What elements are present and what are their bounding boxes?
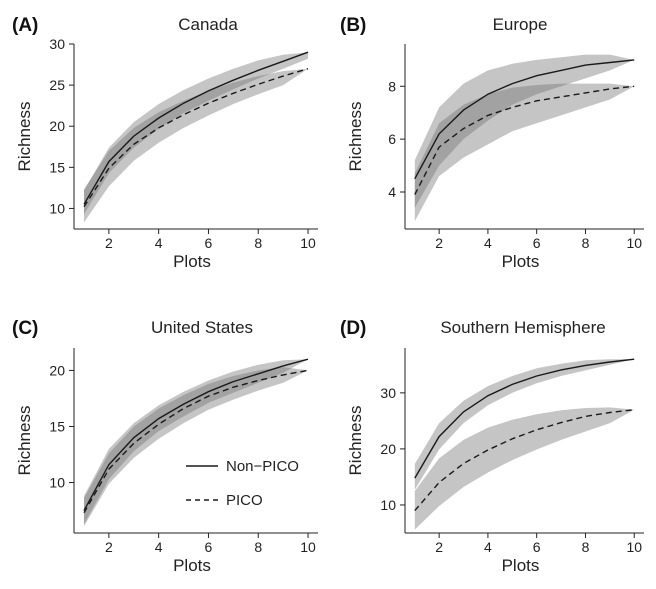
- confidence-band-pico: [84, 367, 308, 527]
- x-tick-label: 8: [582, 235, 590, 251]
- x-tick-label: 4: [484, 235, 492, 251]
- x-tick-label: 6: [205, 235, 213, 251]
- panel-title: Europe: [493, 15, 548, 34]
- panel-letter: (A): [12, 15, 38, 36]
- panel-1: 2 4 6 8 10 10 15 20 25 30 Plots Richness Canada (A): [12, 15, 318, 271]
- y-tick-label: 10: [49, 475, 65, 491]
- panel-title: Southern Hemisphere: [440, 318, 605, 337]
- y-axis-title: Richness: [15, 406, 34, 476]
- y-tick-label: 10: [49, 200, 65, 216]
- y-tick-label: 6: [388, 131, 396, 147]
- confidence-band-pico: [84, 68, 308, 223]
- panel-title: United States: [151, 318, 253, 337]
- y-axis-title: Richness: [346, 102, 365, 172]
- x-axis-title: Plots: [502, 252, 540, 271]
- x-tick-label: 10: [626, 539, 642, 555]
- series-line-pico: [83, 369, 309, 514]
- x-tick-label: 2: [105, 539, 113, 555]
- confidence-band-non-pico: [84, 52, 308, 215]
- legend: Non−PICO PICO: [186, 458, 299, 509]
- y-tick-label: 30: [49, 36, 65, 52]
- x-tick-label: 4: [155, 235, 163, 251]
- x-tick-label: 10: [626, 235, 642, 251]
- x-axis-title: Plots: [173, 252, 211, 271]
- x-tick-label: 2: [105, 235, 113, 251]
- x-tick-label: 8: [582, 539, 590, 555]
- confidence-band-pico: [414, 407, 635, 530]
- x-tick-label: 4: [484, 539, 492, 555]
- panel-4: 2 4 6 8 10 10 20 30 Plots Richness Southern Hemisp…: [340, 318, 644, 575]
- legend-label-pico: PICO: [226, 492, 263, 509]
- panel-3: 2 4 6 8 10 10 15 20 Plots Richness United States (C…: [12, 318, 318, 575]
- x-tick-label: 6: [205, 539, 213, 555]
- x-tick-label: 6: [533, 235, 541, 251]
- x-axis-title: Plots: [502, 556, 540, 575]
- panel-letter: (D): [340, 318, 366, 339]
- y-tick-label: 20: [380, 441, 396, 457]
- y-tick-label: 30: [380, 385, 396, 401]
- y-tick-label: 20: [49, 118, 65, 134]
- y-tick-label: 15: [49, 159, 65, 175]
- confidence-band-pico: [414, 83, 635, 222]
- series-line-pico: [414, 409, 635, 512]
- confidence-band-non-pico: [414, 359, 635, 490]
- series-line-non-pico: [83, 358, 309, 511]
- series-line-pico: [83, 68, 309, 208]
- series-line-pico: [414, 85, 635, 195]
- x-tick-label: 4: [155, 539, 163, 555]
- panel-letter: (B): [340, 15, 366, 36]
- panel-title: Canada: [178, 15, 238, 34]
- y-tick-label: 20: [49, 362, 65, 378]
- confidence-band-non-pico: [84, 359, 308, 524]
- y-tick-label: 15: [49, 418, 65, 434]
- legend-label-non-pico: Non−PICO: [226, 458, 299, 475]
- x-tick-label: 2: [435, 539, 443, 555]
- y-tick-label: 8: [388, 78, 396, 94]
- panel-letter: (C): [12, 318, 38, 339]
- y-tick-label: 25: [49, 77, 65, 93]
- x-tick-label: 2: [435, 235, 443, 251]
- x-tick-label: 6: [533, 539, 541, 555]
- panel-2: 2 4 6 8 10 4 6 8 Plots Richness Europe (B): [340, 15, 644, 271]
- x-tick-label: 8: [254, 235, 262, 251]
- y-tick-label: 4: [388, 184, 396, 200]
- series-line-non-pico: [414, 59, 635, 180]
- y-axis-title: Richness: [346, 406, 365, 476]
- confidence-band-non-pico: [414, 54, 635, 208]
- series-line-non-pico: [83, 51, 309, 205]
- y-axis-title: Richness: [15, 102, 34, 172]
- x-axis-title: Plots: [173, 556, 211, 575]
- x-tick-label: 10: [300, 235, 316, 251]
- x-tick-label: 8: [254, 539, 262, 555]
- series-line-non-pico: [414, 358, 635, 479]
- y-tick-label: 10: [380, 497, 396, 513]
- x-tick-label: 10: [300, 539, 316, 555]
